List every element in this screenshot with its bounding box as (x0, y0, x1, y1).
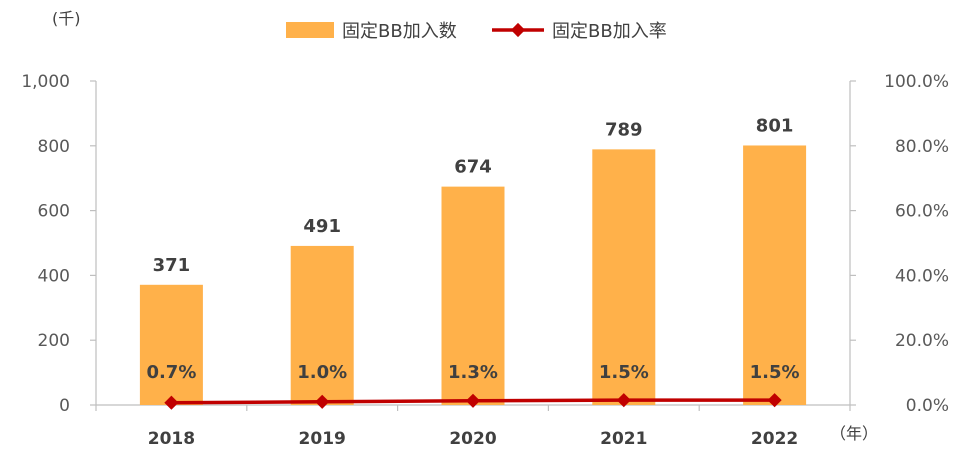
rate-point-2021 (616, 393, 631, 408)
rate-value-label: 1.5% (599, 362, 649, 383)
rate-value-label: 1.0% (297, 362, 347, 383)
legend-line-marker (510, 22, 526, 38)
rate-value-label: 0.7% (146, 362, 196, 383)
x-axis-unit-label: （年） (830, 424, 878, 443)
left-axis-unit-label: (千) (52, 9, 81, 28)
right-tick-label: 20.0% (895, 331, 949, 351)
right-axis: 0.0% 20.0% 40.0% 60.0% 80.0% 100.0% (849, 72, 949, 416)
rate-point-2020 (465, 393, 481, 408)
bar-2020 (441, 186, 505, 405)
left-tick-label: 0 (59, 396, 70, 416)
left-tick-label: 200 (38, 331, 70, 351)
bar-2022 (743, 145, 807, 405)
legend-bar-swatch (286, 22, 334, 38)
bar-2018 (139, 284, 203, 405)
category-label: 2019 (299, 429, 346, 449)
category-label: 2022 (751, 429, 798, 449)
bar-value-label: 491 (303, 216, 341, 237)
category-label: 2018 (148, 429, 195, 449)
bar-2019 (290, 245, 354, 405)
bar-value-label: 789 (605, 119, 643, 140)
legend-bar-label: 固定BB加入数 (342, 21, 457, 42)
right-tick-label: 60.0% (895, 202, 949, 222)
bar-series: 371 491 674 789 801 (139, 115, 807, 405)
bar-value-label: 674 (454, 157, 492, 178)
legend: 固定BB加入数 固定BB加入率 (286, 21, 667, 42)
bar-value-label: 801 (756, 115, 794, 136)
category-axis-labels: 2018 2019 2020 2021 2022 (148, 429, 799, 449)
category-label: 2020 (449, 429, 496, 449)
left-tick-label: 800 (38, 137, 70, 157)
legend-line-label: 固定BB加入率 (552, 21, 667, 42)
right-tick-label: 80.0% (895, 137, 949, 157)
rate-value-label: 1.5% (750, 362, 800, 383)
right-tick-label: 0.0% (906, 396, 949, 416)
bar-2021 (592, 149, 656, 405)
line-series: 0.7% 1.0% 1.3% 1.5% 1.5% (146, 362, 800, 410)
right-tick-label: 40.0% (895, 266, 949, 286)
bar-value-label: 371 (153, 255, 191, 276)
rate-point-2018 (164, 395, 179, 410)
rate-value-label: 1.3% (448, 362, 498, 383)
rate-point-2022 (767, 393, 782, 408)
category-label: 2021 (600, 429, 647, 449)
left-tick-label: 1,000 (21, 72, 70, 92)
right-tick-label: 100.0% (884, 72, 949, 92)
left-tick-label: 600 (38, 202, 70, 222)
left-tick-label: 400 (38, 266, 70, 286)
rate-point-2019 (315, 394, 330, 409)
